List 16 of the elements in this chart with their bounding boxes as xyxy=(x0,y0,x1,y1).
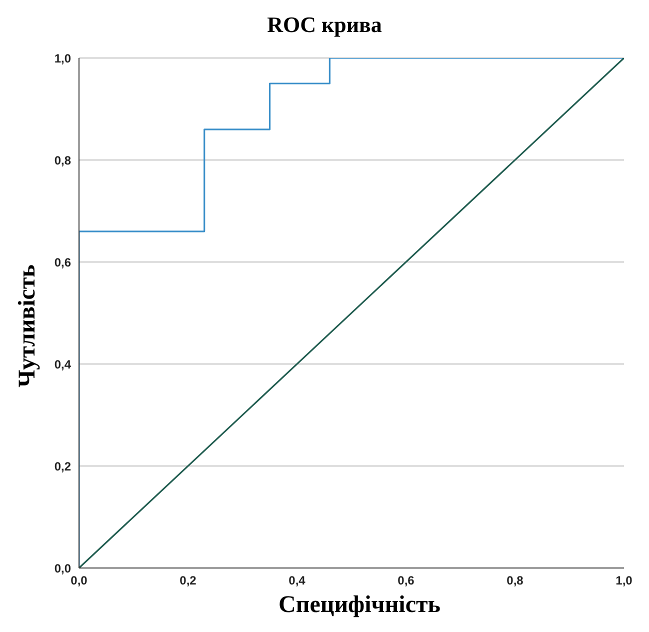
y-tick-label: 0,0 xyxy=(54,561,72,576)
x-axis-title: Специфічність xyxy=(278,592,442,619)
x-tick-label: 0,0 xyxy=(70,574,88,588)
x-tick-label: 0,2 xyxy=(180,574,197,588)
y-tick-label: 0,8 xyxy=(54,153,72,168)
chart-title: ROC крива xyxy=(266,12,383,38)
y-tick-label: 0,4 xyxy=(54,357,72,372)
y-tick-label: 1,0 xyxy=(54,51,72,66)
x-tick-label: 1,0 xyxy=(616,574,633,588)
y-tick-label: 0,2 xyxy=(54,459,72,474)
y-tick-label: 0,6 xyxy=(54,255,72,270)
x-tick-label: 0,4 xyxy=(288,574,306,588)
line-series xyxy=(79,58,624,568)
y-axis-title: Чутливість xyxy=(14,264,42,388)
x-tick-label: 0,8 xyxy=(506,574,524,588)
x-tick-label: 0,6 xyxy=(398,574,415,588)
